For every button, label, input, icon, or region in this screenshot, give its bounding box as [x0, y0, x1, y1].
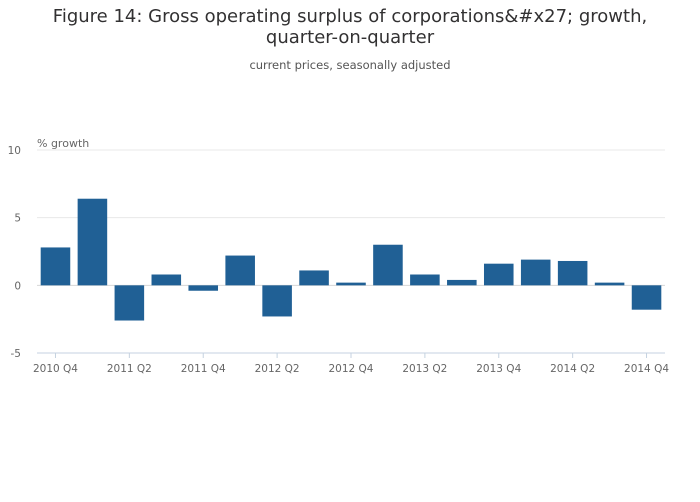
x-tick-label: 2012 Q4 [328, 363, 373, 375]
bar-layer [40, 198, 662, 321]
y-tick-label: 0 [14, 280, 21, 292]
y-axis-label: % growth [37, 137, 89, 150]
bar-2011-q4[interactable] [188, 285, 219, 291]
x-tick-label: 2010 Q4 [33, 363, 78, 375]
bar-2012-q2[interactable] [262, 285, 292, 317]
y-tick-label: 10 [8, 145, 21, 157]
bar-2013-q2[interactable] [410, 274, 440, 286]
chart-subtitle: current prices, seasonally adjusted [249, 58, 451, 72]
x-tick-label: 2011 Q4 [181, 363, 226, 375]
x-tick-label: 2014 Q4 [624, 363, 669, 375]
bar-2014-q2[interactable] [557, 260, 588, 286]
bar-2013-q3[interactable] [447, 279, 477, 286]
bar-2010-q4[interactable] [40, 247, 71, 286]
bar-2011-q2[interactable] [114, 285, 145, 321]
x-tick-label: 2013 Q4 [476, 363, 521, 375]
bar-2011-q1[interactable] [77, 198, 108, 286]
bar-2011-q3[interactable] [151, 274, 182, 286]
x-tick-label: 2014 Q2 [550, 363, 595, 375]
x-tick-label: 2011 Q2 [107, 363, 152, 375]
x-tick-label: 2012 Q2 [255, 363, 300, 375]
bar-2014-q4[interactable] [631, 285, 662, 310]
axis-layer: -5 0 5 10 2010 Q4 2011 Q2 2011 Q4 2012 Q2 2012 Q… [8, 145, 670, 375]
x-tick-label: 2013 Q2 [402, 363, 447, 375]
bar-2014-q1[interactable] [520, 259, 551, 286]
y-tick-label: -5 [11, 348, 21, 360]
bar-2013-q1[interactable] [373, 244, 403, 286]
bar-2012-q4[interactable] [336, 282, 366, 286]
bar-2012-q3[interactable] [299, 270, 329, 286]
bar-2013-q4[interactable] [483, 263, 514, 286]
bar-2012-q1[interactable] [225, 255, 255, 286]
chart-title: Figure 14: Gross operating surplus of co… [52, 6, 648, 48]
y-tick-label: 5 [14, 213, 21, 225]
bar-2014-q3[interactable] [594, 282, 625, 286]
